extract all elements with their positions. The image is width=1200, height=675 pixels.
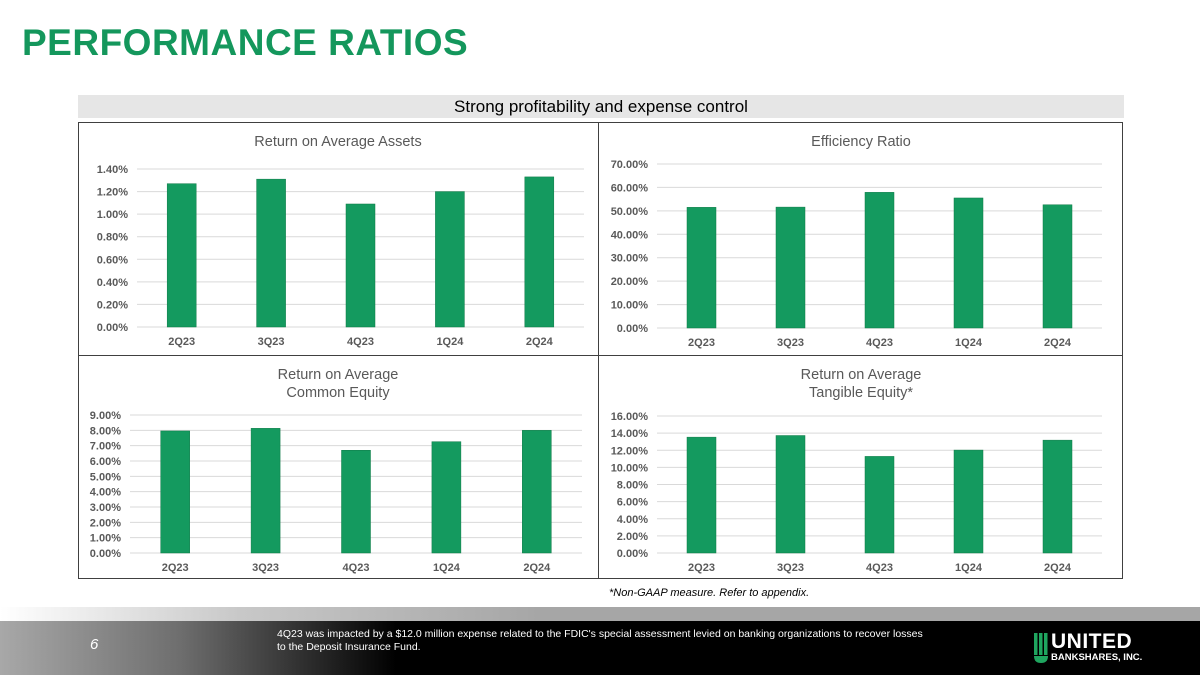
bar-1Q24 — [953, 197, 984, 329]
y-tick-label: 4.00% — [90, 487, 121, 499]
bar-3Q23 — [256, 178, 286, 328]
footer-note: 4Q23 was impacted by a $12.0 million exp… — [277, 628, 923, 653]
x-tick-label: 2Q23 — [168, 336, 195, 348]
y-tick-label: 70.00% — [611, 159, 649, 171]
y-tick-label: 0.80% — [97, 232, 128, 244]
bar-2Q24 — [1042, 204, 1073, 329]
x-tick-label: 3Q23 — [777, 337, 804, 349]
banner-subtitle: Strong profitability and expense control — [78, 95, 1124, 118]
chart-title: Return on Average — [801, 367, 922, 383]
bar-4Q23 — [341, 450, 371, 554]
y-tick-label: 1.20% — [97, 187, 128, 199]
footer-bar — [0, 621, 1200, 675]
footnote: *Non-GAAP measure. Refer to appendix. — [609, 587, 810, 599]
y-tick-label: 30.00% — [611, 253, 649, 265]
x-tick-label: 3Q23 — [252, 562, 279, 574]
x-tick-label: 2Q24 — [1044, 337, 1072, 349]
y-tick-label: 0.00% — [617, 323, 648, 335]
y-tick-label: 0.20% — [97, 299, 128, 311]
chart-title: Efficiency Ratio — [811, 134, 911, 150]
x-tick-label: 2Q24 — [523, 562, 551, 574]
chart-title: Tangible Equity* — [809, 385, 913, 401]
bar-3Q23 — [250, 428, 281, 554]
x-tick-label: 2Q23 — [688, 337, 715, 349]
bar-2Q23 — [166, 183, 197, 328]
y-tick-label: 0.00% — [617, 548, 648, 560]
x-tick-label: 1Q24 — [955, 562, 983, 574]
x-tick-label: 1Q24 — [436, 336, 464, 348]
x-tick-label: 2Q24 — [526, 336, 554, 348]
y-tick-label: 12.00% — [611, 445, 649, 457]
y-tick-label: 2.00% — [90, 517, 121, 529]
y-tick-label: 1.40% — [97, 164, 128, 176]
chart-title: Return on Average — [278, 367, 399, 383]
company-logo: UNITED BANKSHARES, INC. — [1034, 630, 1154, 666]
bar-2Q23 — [686, 207, 717, 329]
x-tick-label: 1Q24 — [433, 562, 461, 574]
y-tick-label: 5.00% — [90, 471, 121, 483]
page-number: 6 — [90, 636, 99, 653]
y-tick-label: 4.00% — [617, 514, 648, 526]
x-tick-label: 4Q23 — [866, 337, 893, 349]
bar-2Q24 — [522, 430, 552, 554]
x-tick-label: 3Q23 — [258, 336, 285, 348]
x-tick-label: 1Q24 — [955, 337, 983, 349]
logo-subtitle: BANKSHARES, INC. — [1051, 652, 1143, 663]
bar-2Q23 — [686, 436, 717, 554]
bar-4Q23 — [864, 456, 895, 554]
y-tick-label: 10.00% — [611, 300, 649, 312]
chart-grid-frame — [78, 122, 1123, 579]
x-tick-label: 2Q23 — [688, 562, 715, 574]
x-tick-label: 4Q23 — [347, 336, 374, 348]
x-tick-label: 4Q23 — [866, 562, 893, 574]
bar-3Q23 — [775, 435, 806, 554]
y-tick-label: 40.00% — [611, 229, 649, 241]
y-tick-label: 7.00% — [90, 441, 121, 453]
bar-2Q24 — [1042, 439, 1073, 554]
y-tick-label: 0.40% — [97, 277, 128, 289]
x-tick-label: 2Q23 — [162, 562, 189, 574]
bar-1Q24 — [431, 441, 462, 554]
y-tick-label: 0.00% — [97, 322, 128, 334]
x-tick-label: 3Q23 — [777, 562, 804, 574]
y-tick-label: 8.00% — [617, 480, 648, 492]
bar-1Q24 — [953, 449, 984, 554]
bar-4Q23 — [345, 203, 376, 328]
y-tick-label: 9.00% — [90, 410, 121, 422]
y-tick-label: 0.60% — [97, 254, 128, 266]
y-tick-label: 20.00% — [611, 276, 649, 288]
logo-mark-icon — [1034, 633, 1048, 663]
y-tick-label: 1.00% — [97, 209, 128, 221]
x-tick-label: 2Q24 — [1044, 562, 1072, 574]
y-tick-label: 6.00% — [90, 456, 121, 468]
bar-1Q24 — [435, 191, 465, 328]
y-tick-label: 3.00% — [90, 502, 121, 514]
y-tick-label: 0.00% — [90, 548, 121, 560]
chart-title: Return on Average Assets — [254, 134, 421, 150]
logo-name: UNITED — [1051, 630, 1133, 653]
y-tick-label: 60.00% — [611, 182, 649, 194]
divider-horizontal — [78, 355, 1123, 356]
y-tick-label: 50.00% — [611, 206, 649, 218]
bar-4Q23 — [864, 192, 895, 329]
y-tick-label: 16.00% — [611, 411, 649, 423]
bar-3Q23 — [775, 206, 806, 329]
y-tick-label: 2.00% — [617, 531, 648, 543]
bar-2Q24 — [524, 176, 555, 328]
bar-2Q23 — [160, 430, 190, 554]
x-tick-label: 4Q23 — [343, 562, 370, 574]
divider-vertical — [598, 122, 599, 579]
y-tick-label: 6.00% — [617, 497, 648, 509]
footer-strip — [0, 607, 1200, 621]
chart-title: Common Equity — [286, 385, 390, 401]
page-title: PERFORMANCE RATIOS — [22, 22, 469, 63]
y-tick-label: 1.00% — [90, 533, 121, 545]
y-tick-label: 8.00% — [90, 425, 121, 437]
y-tick-label: 10.00% — [611, 462, 649, 474]
y-tick-label: 14.00% — [611, 428, 649, 440]
